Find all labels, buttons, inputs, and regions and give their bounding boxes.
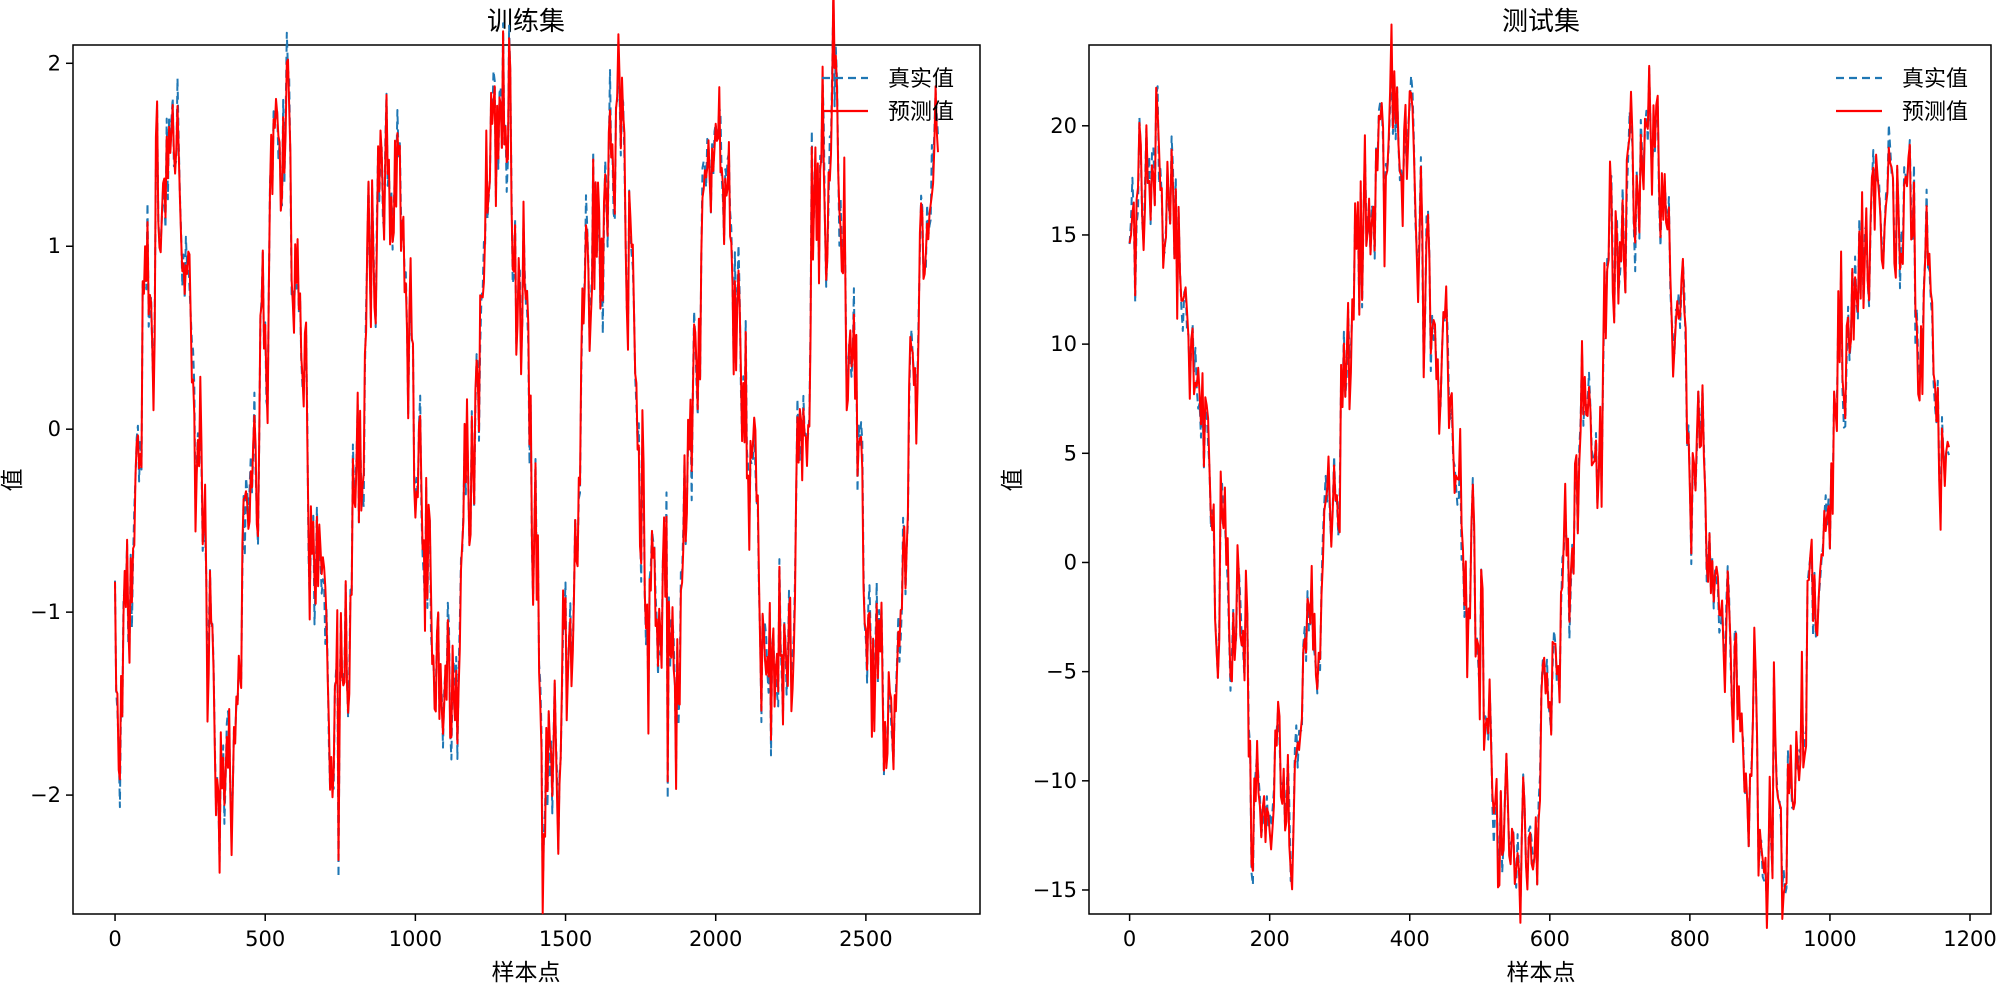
legend-label-actual: 真实值 bbox=[1902, 67, 1968, 92]
y-tick-label: 0 bbox=[1064, 550, 1077, 574]
chart-title: 训练集 bbox=[487, 7, 565, 37]
y-tick-label: 0 bbox=[48, 417, 61, 441]
legend-label-predicted: 预测值 bbox=[888, 100, 954, 125]
x-tick-label: 500 bbox=[245, 927, 285, 951]
x-axis-ticks: 0 500 1000 1500 2000 2500 bbox=[108, 914, 893, 951]
test-chart: 测试集 0 200 400 600 800 1000 1200 −15 −10 −5 0 5 10 15… bbox=[1000, 7, 1997, 985]
legend-label-predicted: 预测值 bbox=[1902, 100, 1968, 125]
y-axis-ticks: −2 −1 0 1 2 bbox=[30, 51, 73, 807]
x-axis-label: 样本点 bbox=[492, 960, 561, 985]
series-line-predicted bbox=[1128, 23, 1950, 929]
x-tick-label: 400 bbox=[1390, 927, 1430, 951]
train-chart: 训练集 0 500 1000 1500 2000 2500 −2 −1 0 1 2 样本点 值 真… bbox=[0, 0, 981, 985]
y-tick-label: 10 bbox=[1050, 332, 1077, 356]
x-tick-label: 1200 bbox=[1943, 927, 1996, 951]
legend: 真实值 预测值 bbox=[1836, 67, 1968, 125]
y-tick-label: −15 bbox=[1033, 878, 1077, 902]
y-axis-label: 值 bbox=[0, 469, 26, 492]
y-axis-label: 值 bbox=[1000, 469, 1026, 492]
x-axis-label: 样本点 bbox=[1507, 960, 1576, 985]
y-tick-label: 15 bbox=[1050, 223, 1077, 247]
y-tick-label: 2 bbox=[48, 51, 61, 75]
y-tick-label: −2 bbox=[30, 783, 61, 807]
x-tick-label: 2500 bbox=[839, 927, 892, 951]
x-tick-label: 2000 bbox=[689, 927, 742, 951]
x-tick-label: 0 bbox=[1123, 927, 1136, 951]
chart-title: 测试集 bbox=[1502, 7, 1580, 37]
x-tick-label: 0 bbox=[108, 927, 121, 951]
y-tick-label: −1 bbox=[30, 600, 61, 624]
y-tick-label: −10 bbox=[1033, 769, 1077, 793]
plot-frame bbox=[1088, 44, 1992, 915]
series-lines bbox=[1128, 23, 1950, 929]
y-tick-label: −5 bbox=[1046, 660, 1077, 684]
x-tick-label: 600 bbox=[1530, 927, 1570, 951]
y-tick-label: 5 bbox=[1064, 441, 1077, 465]
legend: 真实值 预测值 bbox=[822, 67, 954, 125]
x-tick-label: 1000 bbox=[1803, 927, 1856, 951]
plot-frame bbox=[72, 44, 981, 915]
x-tick-label: 800 bbox=[1670, 927, 1710, 951]
series-lines bbox=[114, 0, 939, 915]
legend-label-actual: 真实值 bbox=[888, 67, 954, 92]
x-tick-label: 200 bbox=[1250, 927, 1290, 951]
y-axis-ticks: −15 −10 −5 0 5 10 15 20 bbox=[1033, 114, 1089, 902]
y-tick-label: 1 bbox=[48, 234, 61, 258]
x-axis-ticks: 0 200 400 600 800 1000 1200 bbox=[1123, 914, 1997, 951]
y-tick-label: 20 bbox=[1050, 114, 1077, 138]
x-tick-label: 1500 bbox=[539, 927, 592, 951]
series-line-predicted bbox=[114, 0, 939, 915]
x-tick-label: 1000 bbox=[389, 927, 442, 951]
